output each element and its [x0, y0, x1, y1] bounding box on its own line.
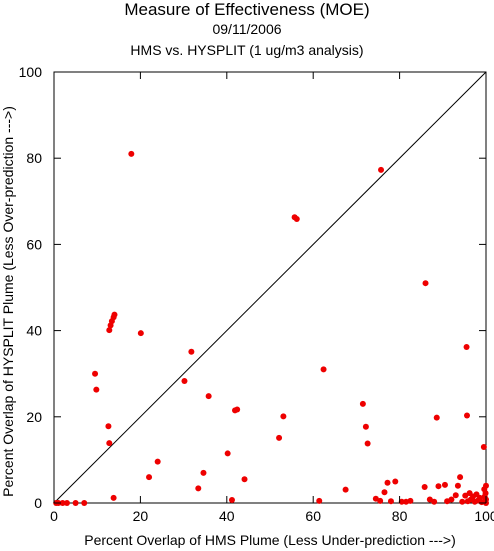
- y-tick-label: 100: [19, 64, 43, 80]
- data-point: [463, 412, 470, 419]
- data-point: [128, 150, 135, 157]
- data-point: [448, 496, 455, 503]
- data-point: [293, 215, 300, 222]
- y-tick-label: 40: [26, 323, 42, 339]
- y-tick-label: 0: [34, 495, 42, 511]
- x-tick-labels: 0 20 40 60 80 100: [50, 508, 494, 524]
- data-point: [452, 492, 459, 499]
- data-point: [407, 497, 414, 504]
- data-point: [435, 483, 442, 490]
- data-point: [377, 497, 384, 504]
- tick-marks: [53, 71, 487, 504]
- x-tick-label: 60: [305, 508, 321, 524]
- data-point: [457, 474, 464, 481]
- data-point: [59, 500, 66, 506]
- data-point: [106, 440, 113, 447]
- plot-frame: [53, 71, 487, 504]
- x-axis-label: Percent Overlap of HMS Plume (Less Under…: [84, 532, 456, 548]
- x-tick-label: 100: [474, 508, 494, 524]
- data-point: [195, 485, 202, 492]
- data-point: [276, 434, 283, 441]
- data-point: [483, 482, 489, 489]
- data-point: [111, 311, 118, 318]
- data-point: [106, 327, 113, 334]
- chart-subtitle: HMS vs. HYSPLIT (1 ug/m3 analysis): [130, 42, 364, 58]
- data-point: [105, 423, 112, 430]
- data-point: [154, 458, 161, 465]
- data-point: [188, 348, 195, 355]
- data-point: [224, 450, 231, 457]
- data-point: [320, 366, 327, 373]
- x-tick-label: 40: [219, 508, 235, 524]
- data-point: [480, 443, 487, 450]
- data-point: [454, 482, 461, 489]
- data-point: [92, 370, 99, 377]
- data-point: [463, 343, 470, 350]
- data-point: [378, 166, 385, 173]
- data-point: [364, 440, 371, 447]
- x-tick-label: 0: [50, 508, 58, 524]
- chart-date: 09/11/2006: [212, 21, 282, 37]
- chart-title: Measure of Effectiveness (MOE): [124, 0, 370, 19]
- y-tick-label: 20: [26, 409, 42, 425]
- data-point: [146, 474, 153, 481]
- data-point: [462, 492, 469, 499]
- data-point: [441, 481, 448, 488]
- data-point: [421, 484, 428, 491]
- data-point: [359, 400, 366, 407]
- y-tick-label: 60: [26, 236, 42, 252]
- data-point: [280, 413, 287, 420]
- data-point: [392, 478, 399, 485]
- data-point: [234, 406, 241, 413]
- data-point: [342, 486, 349, 493]
- plot-axes: [53, 71, 487, 504]
- data-point: [205, 393, 212, 400]
- y-tick-labels: 0 20 40 60 80 100: [19, 64, 43, 511]
- y-tick-label: 80: [26, 150, 42, 166]
- data-point: [398, 498, 405, 505]
- data-point: [482, 490, 489, 497]
- y-axis-label: Percent Overlap of HYSPLIT Plume (Less O…: [0, 106, 16, 497]
- x-tick-label: 20: [133, 508, 149, 524]
- data-point: [137, 330, 144, 337]
- data-point: [384, 479, 391, 486]
- data-point: [72, 500, 79, 506]
- data-point: [81, 500, 88, 506]
- data-points: [53, 150, 489, 506]
- x-tick-label: 80: [392, 508, 408, 524]
- data-point: [316, 497, 323, 504]
- data-point: [459, 498, 466, 505]
- diagonal-reference-line: [53, 71, 487, 504]
- data-point: [381, 489, 388, 496]
- data-point: [181, 378, 188, 385]
- data-point: [387, 498, 394, 505]
- data-point: [241, 476, 248, 483]
- data-point: [228, 496, 235, 503]
- data-point: [63, 500, 70, 506]
- data-point: [433, 414, 440, 421]
- data-point: [422, 280, 429, 287]
- data-point: [110, 494, 117, 501]
- data-point: [200, 469, 207, 476]
- data-point: [431, 498, 438, 505]
- data-point: [93, 386, 100, 393]
- data-point: [362, 423, 369, 430]
